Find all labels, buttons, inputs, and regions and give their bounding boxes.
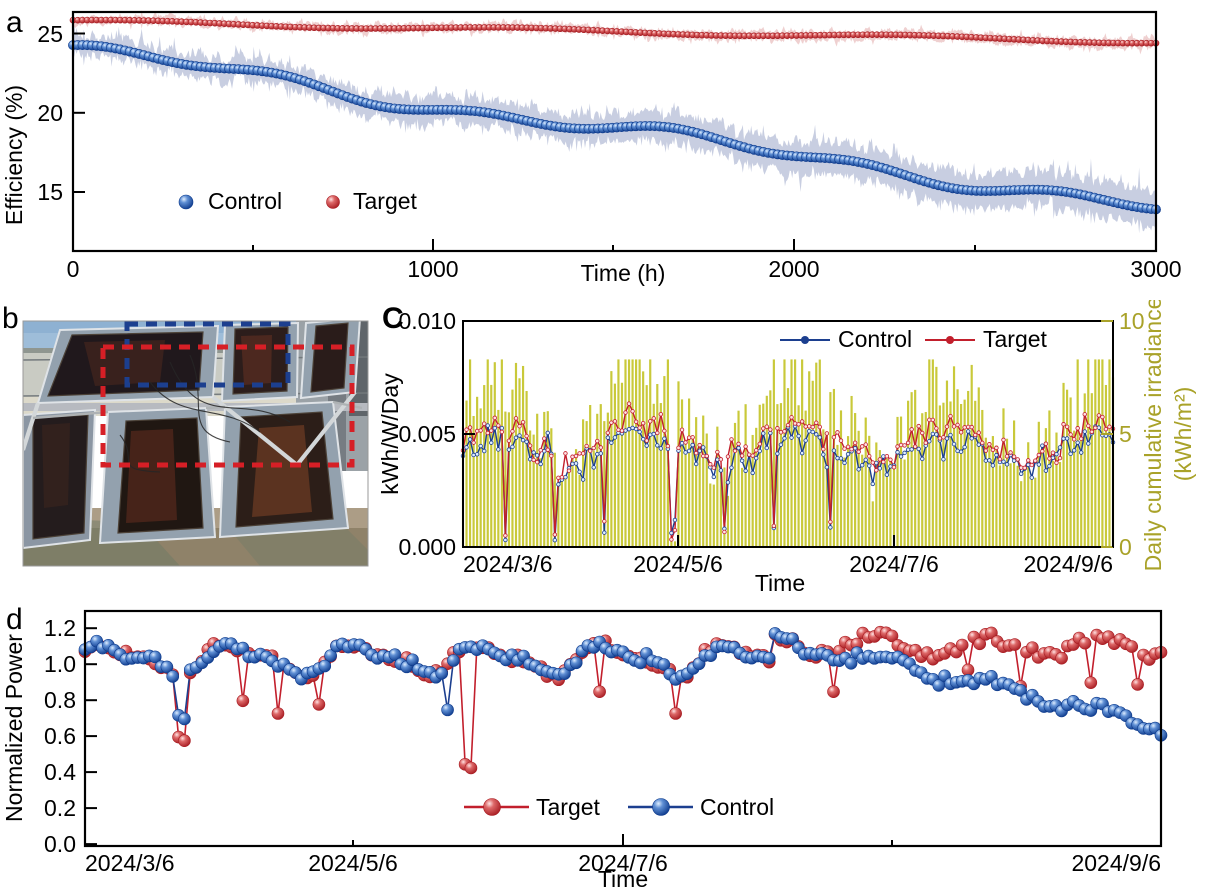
svg-text:2024/9/6: 2024/9/6	[1023, 551, 1113, 577]
svg-text:2024/9/6: 2024/9/6	[1071, 850, 1161, 876]
svg-text:d: d	[6, 603, 23, 636]
svg-text:Time: Time	[598, 866, 648, 892]
svg-text:Target: Target	[536, 794, 601, 820]
svg-text:0.005: 0.005	[398, 421, 456, 447]
svg-text:1.2: 1.2	[44, 615, 76, 641]
svg-text:1.0: 1.0	[44, 651, 76, 677]
svg-text:Control: Control	[700, 794, 774, 820]
svg-text:Efficiency (%): Efficiency (%)	[1, 85, 27, 225]
svg-text:Target: Target	[353, 188, 418, 214]
svg-text:2000: 2000	[768, 256, 819, 282]
svg-text:0.2: 0.2	[44, 795, 76, 821]
svg-text:kWh/W/Day: kWh/W/Day	[380, 373, 403, 495]
svg-text:2024/3/6: 2024/3/6	[85, 850, 175, 876]
svg-text:0.000: 0.000	[398, 534, 456, 560]
svg-text:2024/5/6: 2024/5/6	[308, 850, 398, 876]
svg-text:5: 5	[1119, 421, 1132, 447]
svg-text:0: 0	[67, 256, 80, 282]
svg-text:Daily cumulative irradiance: Daily cumulative irradiance	[1140, 300, 1166, 571]
svg-text:Control: Control	[838, 326, 912, 352]
svg-text:15: 15	[37, 179, 63, 205]
svg-text:1000: 1000	[407, 256, 458, 282]
svg-text:2024/5/6: 2024/5/6	[633, 551, 723, 577]
svg-text:Target: Target	[983, 326, 1048, 352]
svg-text:25: 25	[37, 21, 63, 47]
svg-text:Normalized Power: Normalized Power	[1, 634, 27, 822]
svg-text:0.8: 0.8	[44, 687, 76, 713]
svg-text:a: a	[6, 6, 23, 39]
svg-text:Time: Time	[755, 570, 805, 596]
svg-text:2024/3/6: 2024/3/6	[463, 551, 553, 577]
svg-text:Control: Control	[208, 188, 282, 214]
svg-text:0.6: 0.6	[44, 723, 76, 749]
svg-text:b: b	[2, 302, 19, 335]
svg-text:0.4: 0.4	[44, 759, 76, 785]
svg-text:2024/7/6: 2024/7/6	[849, 551, 939, 577]
svg-text:(kWh/m²): (kWh/m²)	[1170, 387, 1196, 482]
svg-text:20: 20	[37, 100, 63, 126]
svg-text:3000: 3000	[1130, 256, 1181, 282]
svg-text:0.0: 0.0	[44, 831, 76, 857]
svg-text:0.010: 0.010	[398, 308, 456, 334]
svg-text:0: 0	[1119, 534, 1132, 560]
svg-text:C: C	[382, 302, 404, 335]
svg-text:Time (h): Time (h)	[581, 260, 666, 286]
